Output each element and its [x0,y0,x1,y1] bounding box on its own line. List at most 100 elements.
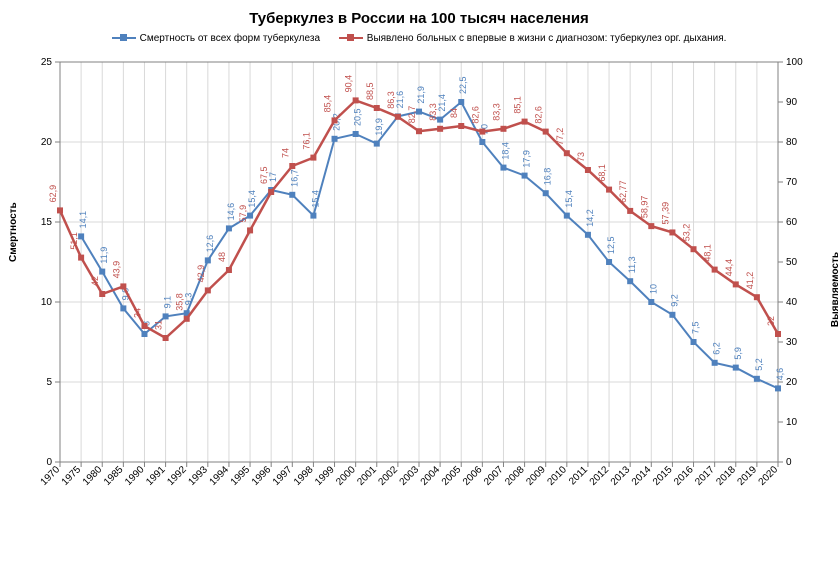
svg-text:100: 100 [786,57,803,68]
svg-text:14,2: 14,2 [585,209,595,227]
svg-text:21,4: 21,4 [437,94,447,112]
svg-text:2020: 2020 [757,464,781,488]
svg-text:2014: 2014 [630,464,654,488]
svg-text:10: 10 [786,417,798,428]
svg-text:2013: 2013 [609,464,633,488]
svg-text:57,39: 57,39 [660,201,670,224]
svg-text:14,1: 14,1 [78,210,88,228]
svg-text:22,5: 22,5 [458,76,468,94]
legend-item-detection: Выявлено больных с впервые в жизни с диа… [339,33,727,44]
svg-text:12,5: 12,5 [606,236,616,254]
svg-text:77,2: 77,2 [555,127,565,145]
svg-text:1980: 1980 [81,464,105,488]
svg-text:85,1: 85,1 [513,96,523,114]
svg-text:11,3: 11,3 [627,256,637,273]
svg-text:1994: 1994 [208,464,232,488]
y-axis-left-label: Смертность [8,202,19,262]
svg-text:51,1: 51,1 [69,232,79,250]
svg-text:2011: 2011 [567,464,590,487]
legend-swatch-blue [112,37,136,39]
svg-text:2000: 2000 [334,464,358,488]
svg-text:9,2: 9,2 [669,294,679,307]
svg-text:1996: 1996 [250,464,274,488]
svg-text:2010: 2010 [545,464,569,488]
svg-text:80: 80 [786,137,798,148]
svg-text:1995: 1995 [229,464,253,488]
svg-text:2003: 2003 [398,464,422,488]
svg-text:21,6: 21,6 [395,90,405,108]
svg-text:30: 30 [786,337,798,348]
svg-text:20: 20 [41,137,53,148]
svg-text:74: 74 [280,147,290,157]
svg-text:4,6: 4,6 [775,367,785,380]
svg-text:6,2: 6,2 [712,342,722,355]
svg-text:86,3: 86,3 [386,91,396,109]
svg-text:2006: 2006 [461,464,485,488]
svg-text:9,3: 9,3 [184,292,194,305]
svg-text:12,6: 12,6 [205,234,215,252]
svg-text:5,2: 5,2 [754,358,764,371]
svg-text:44,4: 44,4 [724,258,734,276]
svg-text:21,9: 21,9 [416,86,426,104]
svg-text:1999: 1999 [313,464,337,488]
svg-text:82,6: 82,6 [470,106,480,124]
svg-text:43,9: 43,9 [111,260,121,278]
svg-text:1991: 1991 [144,464,168,488]
legend-label: Смертность от всех форм туберкулеза [140,33,320,44]
svg-text:62,9: 62,9 [48,184,58,202]
svg-text:85,4: 85,4 [323,94,333,112]
svg-text:41,2: 41,2 [745,271,755,289]
svg-text:58,97: 58,97 [639,195,649,218]
svg-text:70: 70 [786,177,798,188]
svg-text:2018: 2018 [714,464,738,488]
svg-text:84: 84 [449,107,459,117]
svg-text:15,4: 15,4 [564,190,574,208]
legend-item-mortality: Смертность от всех форм туберкулеза [112,33,320,44]
svg-text:2017: 2017 [693,464,717,488]
svg-text:50: 50 [786,257,798,268]
svg-text:82,7: 82,7 [407,105,417,123]
svg-text:1992: 1992 [165,464,189,488]
svg-text:10: 10 [648,283,658,293]
svg-text:73: 73 [576,151,586,161]
svg-text:2004: 2004 [419,464,443,488]
svg-text:5,9: 5,9 [733,347,743,360]
svg-text:15,4: 15,4 [310,190,320,208]
svg-text:2016: 2016 [672,464,696,488]
svg-text:68,1: 68,1 [597,164,607,182]
svg-text:62,77: 62,77 [618,180,628,203]
svg-text:1990: 1990 [123,464,147,488]
svg-text:17: 17 [268,171,278,181]
svg-text:48: 48 [217,251,227,261]
legend-label: Выявлено больных с впервые в жизни с диа… [367,33,727,44]
svg-text:14,6: 14,6 [226,202,236,220]
svg-text:2005: 2005 [440,464,464,488]
svg-text:83,3: 83,3 [491,103,501,121]
svg-text:31: 31 [154,319,164,329]
svg-text:2008: 2008 [503,464,527,488]
svg-text:15,4: 15,4 [247,190,257,208]
svg-text:67,5: 67,5 [259,166,269,184]
svg-text:35,8: 35,8 [175,293,185,311]
svg-text:20,5: 20,5 [353,108,363,126]
svg-text:1970: 1970 [39,464,63,488]
chart-svg: 0510152025010203040506070809010019701975… [10,52,828,532]
svg-text:2001: 2001 [355,464,379,488]
svg-text:42: 42 [90,275,100,285]
svg-text:1997: 1997 [271,464,295,488]
svg-text:2019: 2019 [735,464,759,488]
chart-title: Туберкулез в России на 100 тысяч населен… [10,10,828,27]
svg-text:83,3: 83,3 [428,103,438,121]
svg-text:1993: 1993 [186,464,210,488]
svg-text:10: 10 [41,297,53,308]
svg-text:17,9: 17,9 [522,150,532,168]
svg-text:19,9: 19,9 [374,118,384,136]
svg-text:82,6: 82,6 [534,106,544,124]
svg-text:18,4: 18,4 [500,142,510,160]
chart-container: Туберкулез в России на 100 тысяч населен… [10,10,828,552]
svg-text:11,9: 11,9 [99,246,109,263]
svg-text:15: 15 [41,217,53,228]
svg-text:7,5: 7,5 [691,321,701,334]
svg-text:20: 20 [786,377,798,388]
svg-text:76,1: 76,1 [301,132,311,150]
